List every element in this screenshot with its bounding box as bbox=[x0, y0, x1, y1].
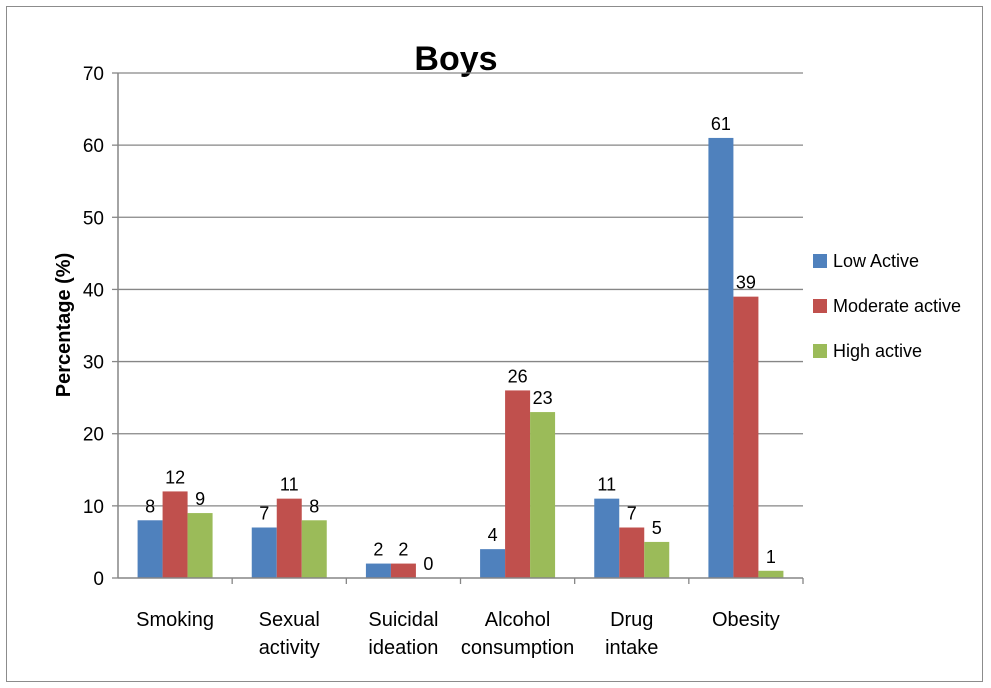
x-tick-label: Suicidal ideation bbox=[368, 609, 438, 659]
legend: Low Active Moderate active High active bbox=[813, 251, 961, 361]
bar-moderate-active bbox=[276, 498, 302, 578]
y-tick-label: 0 bbox=[93, 569, 104, 590]
data-label: 9 bbox=[195, 489, 205, 509]
legend-label: Moderate active bbox=[833, 296, 961, 316]
bar-moderate-active bbox=[619, 527, 645, 578]
data-label: 7 bbox=[259, 504, 269, 524]
legend-swatch bbox=[813, 344, 827, 358]
bar-low-active bbox=[251, 527, 277, 578]
data-label: 61 bbox=[711, 114, 731, 134]
bar-high-active bbox=[301, 520, 327, 578]
data-label: 1 bbox=[766, 547, 776, 567]
bar-moderate-active bbox=[390, 563, 416, 578]
y-tick-label: 10 bbox=[83, 497, 104, 518]
bar-moderate-active bbox=[505, 390, 531, 578]
data-label: 8 bbox=[309, 496, 319, 516]
x-tick-label: Smoking bbox=[136, 609, 214, 631]
bar-moderate-active bbox=[733, 296, 759, 578]
legend-label: Low Active bbox=[833, 251, 919, 271]
bar-low-active bbox=[708, 137, 734, 578]
legend-swatch bbox=[813, 299, 827, 313]
y-tick-label: 20 bbox=[83, 425, 104, 446]
grid-lines bbox=[118, 72, 803, 507]
data-label: 0 bbox=[423, 554, 433, 574]
data-label: 5 bbox=[652, 518, 662, 538]
bar-high-active bbox=[758, 570, 784, 578]
y-tick-label: 60 bbox=[83, 136, 104, 157]
data-label: 11 bbox=[597, 475, 616, 495]
bar-low-active bbox=[365, 563, 391, 578]
data-label: 12 bbox=[165, 467, 185, 487]
y-tick-label: 40 bbox=[83, 280, 104, 301]
bar-low-active bbox=[137, 520, 163, 578]
x-tick-label: Obesity bbox=[712, 609, 780, 631]
y-tick-label: 70 bbox=[83, 64, 104, 85]
data-label: 23 bbox=[533, 388, 553, 408]
data-label: 26 bbox=[508, 366, 528, 386]
y-axis-label: Percentage (%) bbox=[53, 253, 75, 398]
data-label: 7 bbox=[627, 504, 637, 524]
legend-label: High active bbox=[833, 341, 922, 361]
data-label: 4 bbox=[488, 525, 498, 545]
legend-swatch bbox=[813, 254, 827, 268]
y-tick-label: 30 bbox=[83, 353, 104, 374]
bar-moderate-active bbox=[162, 491, 188, 578]
data-label: 11 bbox=[280, 475, 299, 495]
y-tick-label: 50 bbox=[83, 208, 104, 229]
data-label: 2 bbox=[373, 540, 383, 560]
data-label: 2 bbox=[398, 540, 408, 560]
bar-low-active bbox=[594, 498, 620, 578]
chart-title: Boys bbox=[414, 40, 497, 78]
x-tick-label: Alcohol consumption bbox=[461, 609, 574, 659]
data-label: 8 bbox=[145, 496, 155, 516]
x-tick-label: Drug intake bbox=[605, 609, 658, 659]
bar-high-active bbox=[530, 412, 556, 578]
x-tick-label: Sexual activity bbox=[259, 609, 320, 659]
bar-high-active bbox=[644, 541, 670, 578]
bar-low-active bbox=[480, 549, 506, 578]
bar-high-active bbox=[187, 513, 213, 578]
data-label: 39 bbox=[736, 273, 756, 293]
